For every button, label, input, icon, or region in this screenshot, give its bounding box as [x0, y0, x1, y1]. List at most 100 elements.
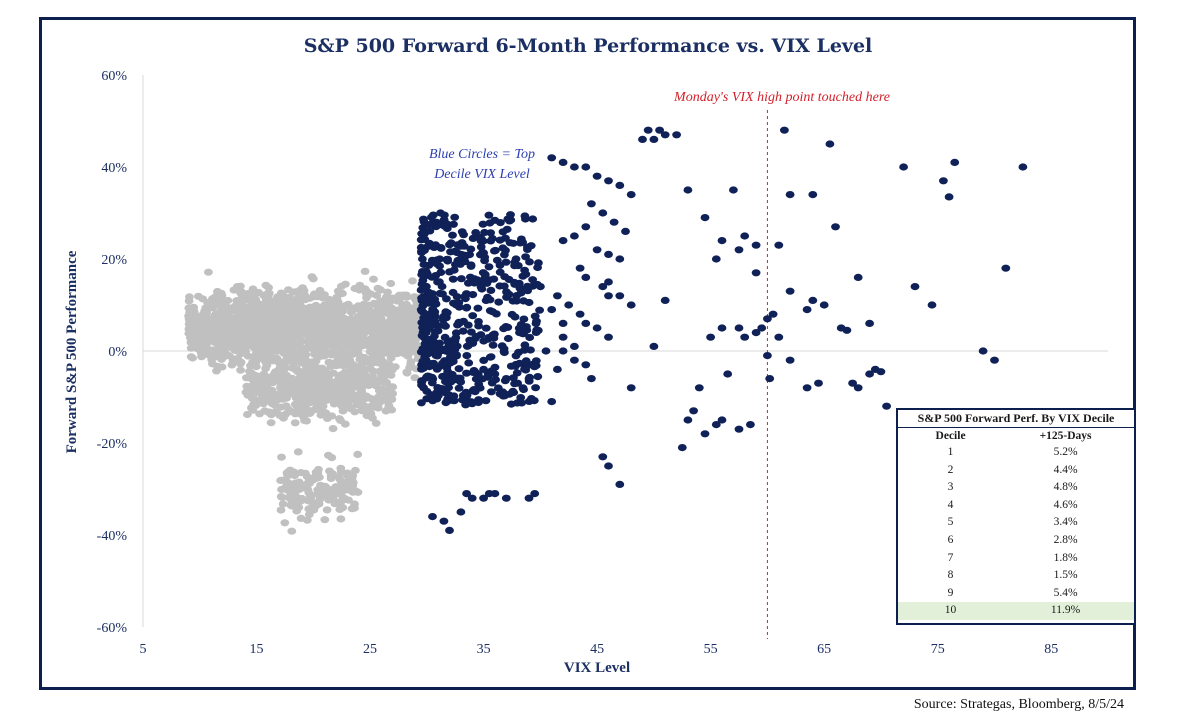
top-decile-point: [785, 356, 795, 364]
top-decile-point: [457, 275, 466, 283]
gray-point: [288, 306, 298, 314]
top-decile-point: [468, 291, 478, 299]
gray-point: [278, 373, 288, 381]
top-decile-point: [723, 370, 733, 378]
top-decile-point: [547, 306, 557, 314]
gray-point: [350, 504, 359, 512]
y-tick-label: 20%: [101, 253, 127, 268]
top-decile-point: [491, 246, 500, 255]
gray-point: [204, 268, 213, 276]
top-decile-point: [435, 262, 444, 270]
top-decile-point: [433, 346, 443, 354]
x-tick-label: 45: [590, 642, 604, 657]
top-decile-point: [842, 326, 852, 334]
gray-point: [274, 302, 284, 310]
top-decile-point: [621, 227, 630, 235]
top-decile-point: [471, 375, 481, 383]
top-decile-point: [446, 359, 455, 367]
gray-point: [251, 358, 261, 366]
gray-point: [228, 334, 238, 342]
top-decile-point: [468, 368, 478, 376]
gray-point: [253, 304, 263, 312]
perf-cell: 4.8%: [1053, 481, 1078, 494]
gray-point: [310, 350, 319, 358]
gray-point: [322, 301, 332, 309]
top-decile-point: [453, 241, 462, 249]
top-decile-point: [493, 384, 503, 392]
gray-point: [390, 331, 400, 339]
top-decile-point: [484, 263, 494, 271]
top-decile-point: [763, 352, 772, 360]
gray-point: [383, 405, 393, 413]
x-tick-labels: 5 15 25 35 45 55 65 75 85: [140, 642, 1059, 657]
gray-point: [336, 515, 346, 523]
top-decile-point: [649, 342, 659, 350]
top-decile-point: [516, 394, 526, 402]
top-decile-point: [950, 158, 960, 166]
top-decile-point: [677, 444, 687, 452]
gray-point: [408, 332, 418, 340]
gray-point: [345, 327, 355, 335]
top-decile-point: [729, 186, 738, 194]
gray-point: [266, 419, 276, 427]
top-decile-point: [558, 333, 568, 341]
top-decile-point: [765, 375, 775, 383]
gray-point: [284, 406, 294, 414]
top-decile-point: [530, 363, 539, 371]
top-decile-point: [422, 282, 431, 291]
decile-table-row: 8 1.5%: [898, 567, 1134, 585]
top-decile-point: [506, 211, 515, 219]
top-decile-point: [711, 255, 721, 263]
top-decile-point: [449, 220, 458, 228]
top-decile-point: [454, 303, 464, 311]
top-decile-point: [474, 396, 483, 404]
top-decile-point: [660, 131, 670, 139]
top-decile-point: [490, 370, 500, 378]
top-decile-point: [462, 304, 471, 312]
x-tick-label: 35: [477, 642, 491, 657]
top-decile-point: [436, 244, 446, 252]
top-decile-point: [479, 365, 488, 373]
top-decile-point: [528, 276, 537, 284]
gray-point: [279, 347, 289, 355]
gray-point: [347, 396, 357, 404]
top-decile-point: [488, 341, 498, 349]
top-decile-point: [484, 211, 494, 219]
top-decile-point: [429, 316, 438, 324]
top-decile-point: [439, 345, 449, 353]
gray-point: [296, 338, 306, 346]
x-tick-label: 65: [817, 642, 831, 657]
top-decile-point: [683, 416, 693, 424]
top-decile-point: [486, 286, 496, 294]
top-decile-point: [486, 237, 496, 245]
top-decile-point: [417, 247, 426, 255]
top-decile-point: [448, 275, 458, 283]
gray-point: [388, 389, 398, 398]
gray-point: [224, 340, 233, 348]
gray-point: [222, 309, 232, 317]
top-decile-point: [417, 378, 426, 386]
top-decile-point: [480, 278, 490, 286]
gray-point: [316, 411, 326, 419]
top-decile-point: [445, 241, 454, 249]
top-decile-point: [711, 421, 721, 429]
x-tick-label: 15: [250, 642, 264, 657]
top-decile-point: [448, 288, 458, 297]
gray-point: [393, 337, 403, 345]
gray-point: [367, 375, 377, 383]
top-decile-point: [587, 200, 596, 208]
top-decile-point: [495, 261, 505, 269]
gray-point: [250, 290, 260, 298]
y-axis-label: Forward S&P 500 Performance: [64, 250, 80, 453]
gray-point: [302, 480, 312, 488]
gray-point: [372, 338, 381, 346]
gray-point: [373, 393, 383, 401]
top-decile-point: [490, 490, 500, 498]
gray-point: [408, 339, 418, 347]
top-decile-point: [489, 275, 499, 283]
top-decile-point: [978, 347, 988, 355]
top-decile-point: [497, 390, 507, 398]
gray-point: [361, 394, 371, 402]
gray-point: [357, 364, 367, 372]
decile-cell: 2: [947, 463, 954, 476]
